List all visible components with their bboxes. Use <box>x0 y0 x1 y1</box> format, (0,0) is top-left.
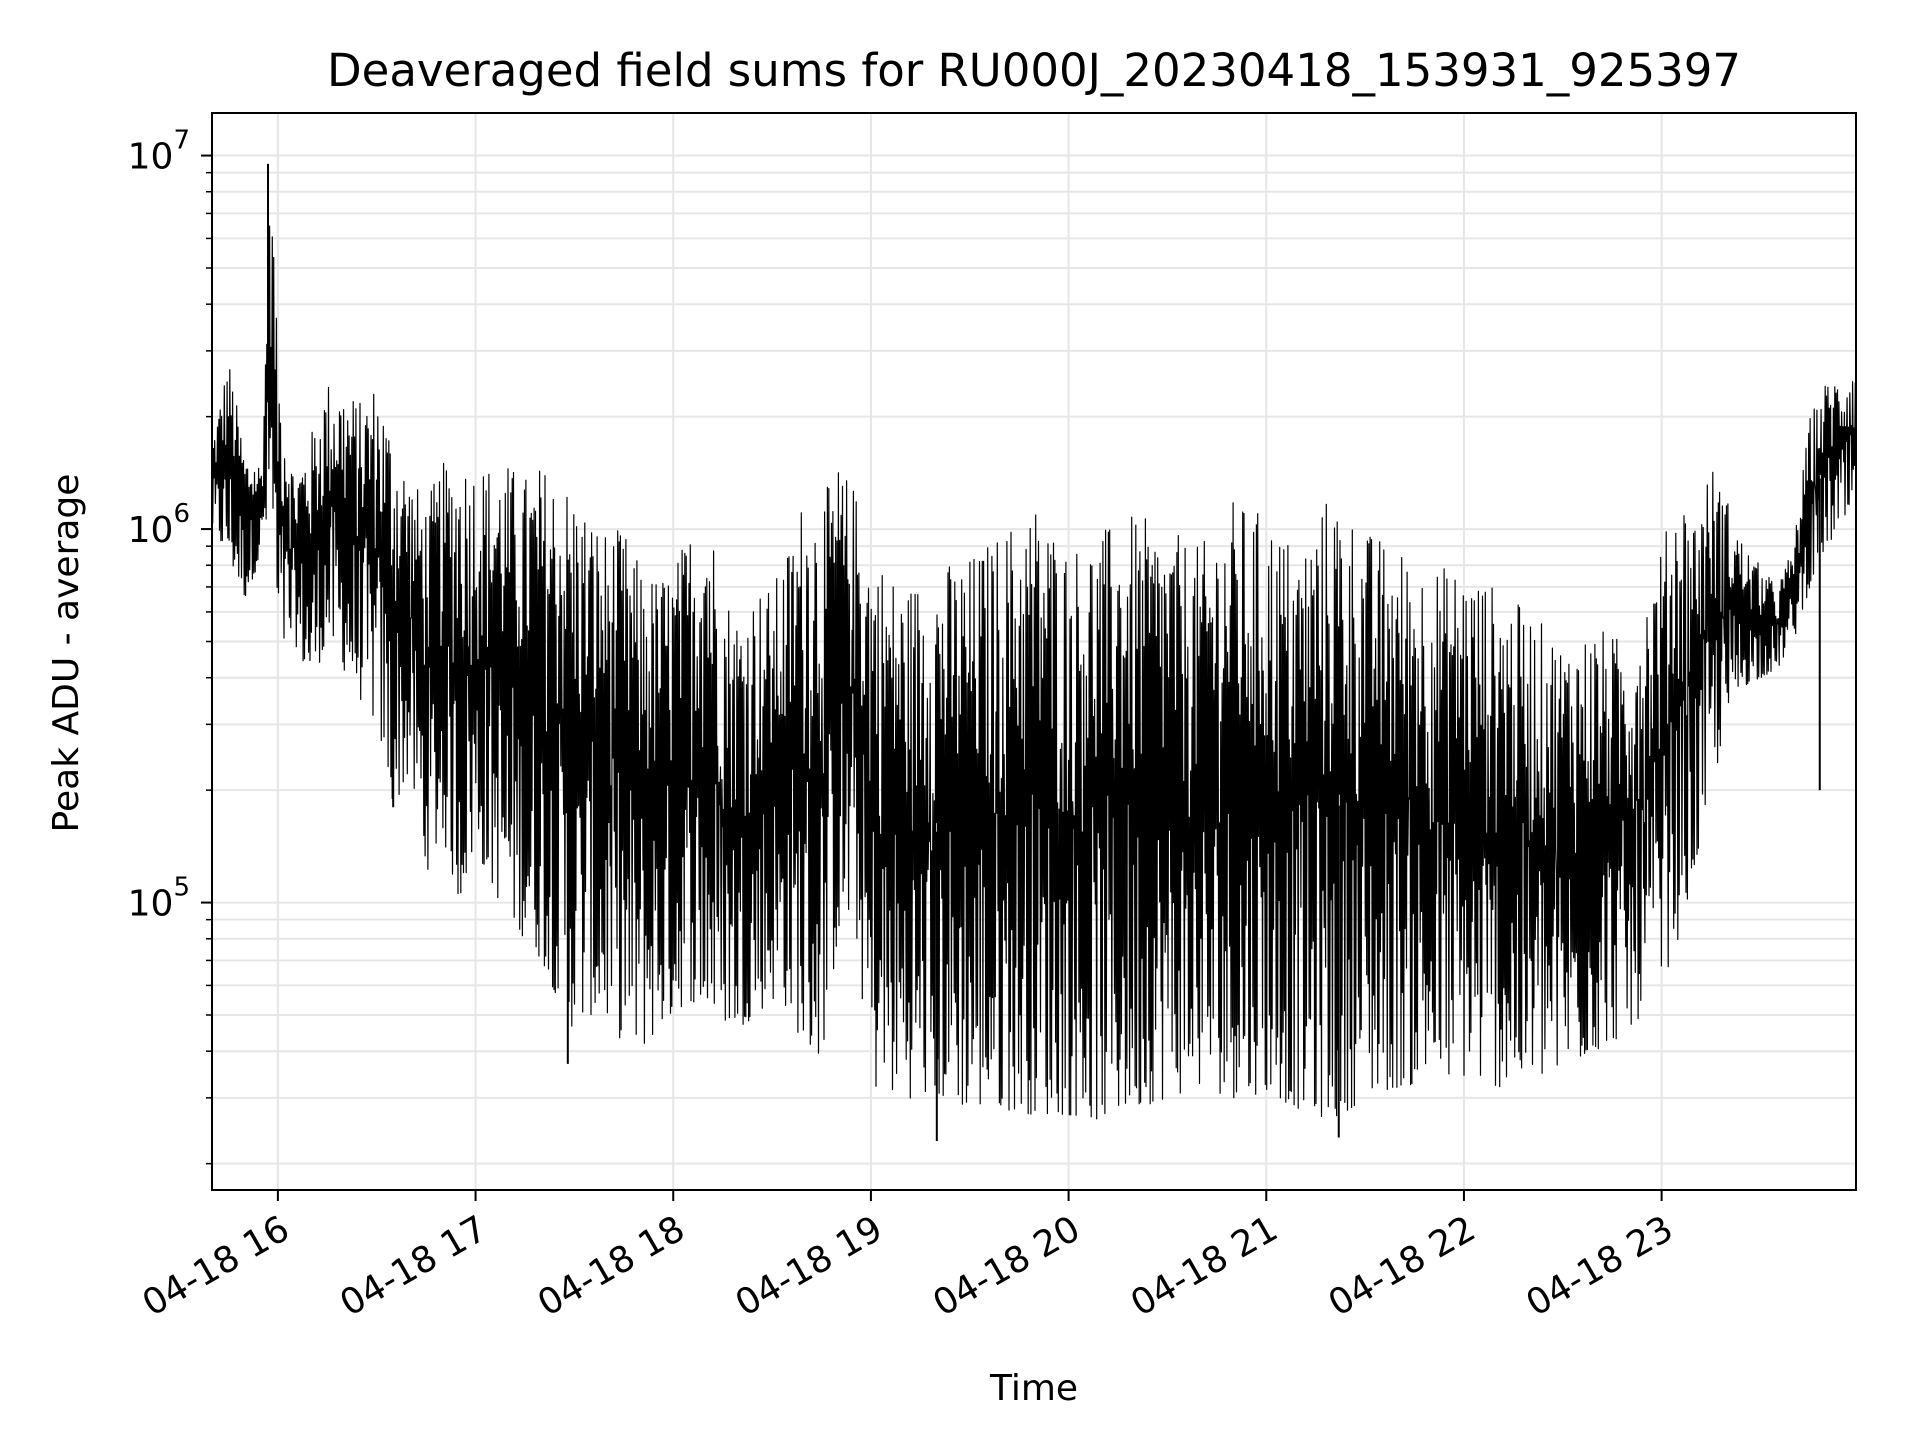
plot-frame <box>211 112 1857 1191</box>
y-axis: 105 106 107 <box>128 126 212 1165</box>
x-axis-label: Time <box>989 1368 1078 1409</box>
y-axis-label: Peak ADU - average <box>46 474 87 833</box>
y-tick-label: 106 <box>128 499 190 551</box>
y-tick-label: 105 <box>128 873 190 925</box>
chart-title: Deaveraged field sums for RU000J_2023041… <box>327 44 1741 97</box>
y-tick-label: 107 <box>128 126 190 178</box>
data-series <box>211 163 1857 1141</box>
series-line <box>211 225 1857 1120</box>
